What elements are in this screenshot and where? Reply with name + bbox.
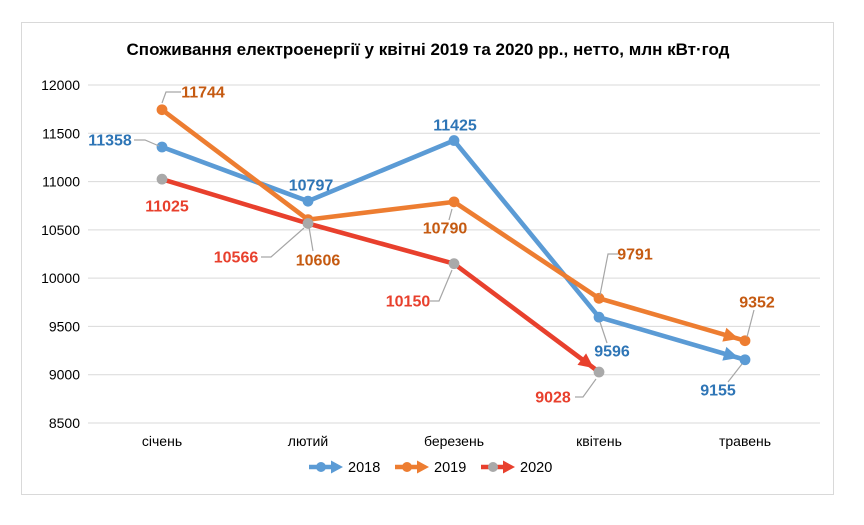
y-axis-tick-label: 8500 [49,415,80,431]
data-label: 9791 [617,247,653,264]
label-leader-line [430,269,453,302]
chart-title: Споживання електроенергії у квітні 2019 … [127,40,730,59]
data-label: 9028 [535,390,571,407]
data-point-marker [593,292,605,304]
legend-marker-icon [488,462,498,472]
data-label: 10566 [214,250,259,267]
y-axis-tick-label: 9500 [49,318,80,334]
label-leader-line [261,227,305,258]
data-label: 10797 [289,178,334,195]
data-label: 11425 [433,118,477,135]
series-line-2020 [159,176,602,375]
legend: 2018 2019 2020 [309,460,552,476]
line-end-arrow-icon [722,327,739,342]
y-axis-tick-label: 12000 [41,77,80,93]
data-label: 9155 [700,383,736,400]
line-end-arrow-icon [577,353,594,369]
legend-label: 2020 [520,460,552,476]
label-leader-line [599,253,618,296]
data-label: 10606 [296,253,341,270]
y-axis-tick-label: 11000 [42,174,80,190]
data-label: 11025 [145,199,189,216]
x-axis-tick-label: березень [424,433,484,449]
data-point-marker [448,135,460,146]
data-point-marker [156,173,168,185]
x-axis-labels: січень лютий березень квітень травень [142,433,771,449]
data-point-marker [156,104,168,116]
series-2020 [156,173,605,378]
y-axis-tick-label: 10000 [41,270,80,286]
legend-entry-2018: 2018 [309,460,380,476]
legend-label: 2018 [348,460,380,476]
series-lines [156,104,751,378]
data-label: 10150 [386,294,431,311]
line-end-arrow-icon [722,346,739,361]
y-axis-labels: 12000 11500 11000 10500 10000 9500 9000 8500 [41,77,80,431]
series-2019 [156,104,751,347]
label-leader-line [134,139,160,147]
data-label: 11744 [181,85,225,102]
label-leader-line [448,208,453,221]
data-point-marker [593,311,605,323]
legend-entry-2020: 2020 [481,460,552,476]
legend-entry-2019: 2019 [395,460,466,476]
label-leader-line [746,309,755,338]
legend-marker-icon [316,462,326,472]
legend-arrow-icon [331,460,343,474]
data-label: 10790 [423,221,468,238]
y-axis-tick-label: 11500 [42,125,80,141]
y-axis-tick-label: 9000 [49,367,80,383]
label-leader-line [575,378,597,398]
data-point-marker [156,141,168,153]
data-point-marker [448,196,460,208]
data-point-marker [593,366,605,378]
data-point-marker [739,335,751,347]
data-point-marker [448,258,460,270]
legend-marker-icon [402,462,412,472]
label-leader-line [599,321,608,344]
label-leader-line [161,91,181,104]
data-label: 11358 [88,133,132,150]
data-label: 9352 [739,295,775,312]
data-point-marker [302,195,314,207]
data-labels: 11358 10797 11425 9596 9155 11744 10606 10790 97… [88,85,775,407]
label-leader-lines [134,91,755,398]
data-label: 9596 [594,344,630,361]
y-axis-tick-label: 10500 [41,222,80,238]
legend-label: 2019 [434,460,466,476]
x-axis-tick-label: лютий [288,433,328,449]
legend-arrow-icon [417,460,429,474]
data-point-marker [302,218,314,229]
data-point-marker [739,354,751,366]
label-leader-line [308,226,314,252]
x-axis-tick-label: квітень [576,433,622,449]
legend-arrow-icon [503,460,515,474]
x-axis-tick-label: травень [719,433,771,449]
x-axis-tick-label: січень [142,433,182,449]
label-leader-line [727,363,743,383]
